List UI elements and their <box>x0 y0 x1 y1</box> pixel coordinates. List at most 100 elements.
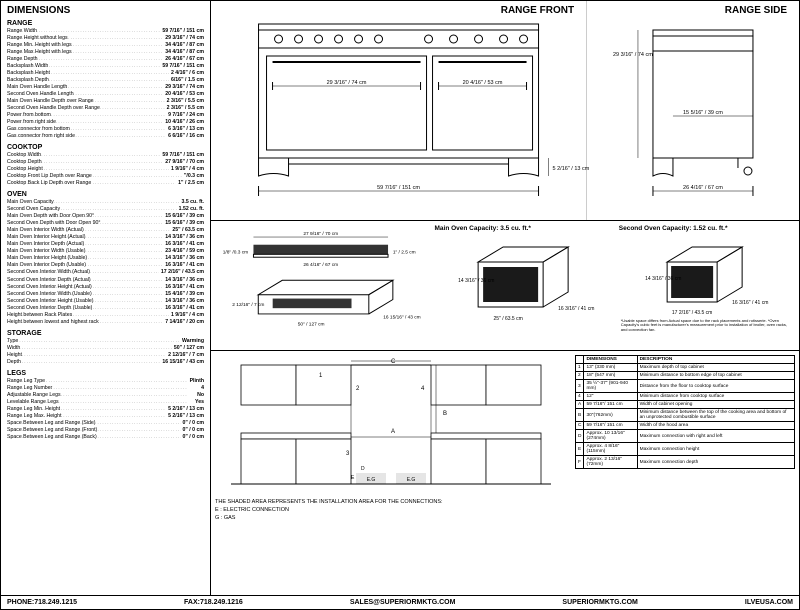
spec-row: Range Height without legs29 3/16" / 74 c… <box>7 35 204 42</box>
spec-row: Cooktop Height1 9/16" / 4 cm <box>7 166 204 173</box>
footer-email: SALES@SUPERIORMKTG.COM <box>350 599 456 606</box>
spec-row: Main Oven Interior Width (Usable)23 4/16… <box>7 248 204 255</box>
svg-text:16 3/16" / 41 cm: 16 3/16" / 41 cm <box>732 300 768 306</box>
svg-text:15 5/16" / 39 cm: 15 5/16" / 39 cm <box>683 110 723 116</box>
spec-row: Range Width59 7/16" / 151 cm <box>7 28 204 35</box>
spec-row: Cooktop Front Lip Depth over Range"/0.3 … <box>7 173 204 180</box>
installation-diagram: E.G E.G C 1 2 4 A 3 B D E <box>211 351 571 595</box>
svg-text:20 4/16" / 53 cm: 20 4/16" / 53 cm <box>463 80 503 86</box>
spec-row: Second Oven Interior Width (Actual)17 2/… <box>7 269 204 276</box>
svg-text:26 4/16" / 67 cm: 26 4/16" / 67 cm <box>683 185 723 191</box>
spec-row: Main Oven Handle Length29 3/16" / 74 cm <box>7 84 204 91</box>
range-side-diagram: RANGE SIDE 29 3/16" / 74 cm 15 5/16" / 3… <box>587 1 799 220</box>
spec-row: Backsplash Height2 4/16" / 6 cm <box>7 70 204 77</box>
section-title-cooktop: COOKTOP <box>7 144 204 151</box>
svg-text:E: E <box>351 475 355 481</box>
spec-row: Range Depth26 4/16" / 67 cm <box>7 56 204 63</box>
spec-row: Second Oven Interior Width (Usable)15 4/… <box>7 291 204 298</box>
spec-row: Main Oven Interior Depth (Actual)16 3/16… <box>7 241 204 248</box>
spec-row: Range Max Height with legs34 4/16" / 87 … <box>7 49 204 56</box>
main-oven-capacity: Main Oven Capacity: 3.5 cu. ft.* 14 3/16… <box>431 221 615 350</box>
page-footer: PHONE:718.249.1215 FAX:718.249.1216 SALE… <box>1 595 799 609</box>
spec-row: TypeWarming <box>7 338 204 345</box>
svg-text:14 3/16" / 36 cm: 14 3/16" / 36 cm <box>458 278 494 284</box>
spec-row: Range Min. Height with legs34 4/16" / 87… <box>7 42 204 49</box>
second-oven-capacity: Second Oven Capacity: 1.52 cu. ft.* 14 3… <box>615 221 799 350</box>
footer-brand: ILVEUSA.COM <box>745 599 793 606</box>
table-row: B30"(762mm)Minimum distance between the … <box>576 409 795 422</box>
range-side-title: RANGE SIDE <box>591 5 795 16</box>
spec-row: Second Oven Handle Length20 4/16" / 53 c… <box>7 91 204 98</box>
svg-text:27 9/16" / 70 cm: 27 9/16" / 70 cm <box>303 231 338 237</box>
table-row: A59 7/16"/ 151 cmWidth of cabinet openin… <box>576 401 795 409</box>
svg-text:E.G: E.G <box>367 477 376 483</box>
footer-web: SUPERIORMKTG.COM <box>562 599 637 606</box>
table-row: 412"Minimum distance from cooktop surfac… <box>576 393 795 401</box>
svg-text:2 12/16" / 7 cm: 2 12/16" / 7 cm <box>232 302 264 308</box>
table-row: C59 7/16"/ 151 cmWidth of the hood area <box>576 422 795 430</box>
svg-text:1" / 2.5 cm: 1" / 2.5 cm <box>393 249 416 255</box>
spec-row: Cooktop Back Lip Depth over Range1" / 2.… <box>7 180 204 187</box>
spec-row: Second Oven Interior Depth (Usable)16 3/… <box>7 305 204 312</box>
section-title-storage: STORAGE <box>7 330 204 337</box>
svg-text:25" / 63.5 cm: 25" / 63.5 cm <box>493 316 522 322</box>
spec-row: Space Between Leg and Range (Back)0" / 0… <box>7 434 204 441</box>
svg-text:A: A <box>391 429 395 435</box>
spec-row: Power from bottom9 7/16" / 24 cm <box>7 112 204 119</box>
range-front-diagram: RANGE FRONT <box>211 1 587 220</box>
spec-sidebar: DIMENSIONS RANGERange Width59 7/16" / 15… <box>1 1 211 595</box>
spec-row: Second Oven Interior Height (Usable)14 3… <box>7 298 204 305</box>
table-row: EApprox. 4 8/16" (115mm)Maximum connecti… <box>576 443 795 456</box>
svg-text:C: C <box>391 359 396 365</box>
range-front-title: RANGE FRONT <box>215 5 582 16</box>
table-row: 113" (330 mm)Maximum depth of top cabine… <box>576 364 795 372</box>
svg-text:16 3/16" / 41 cm: 16 3/16" / 41 cm <box>558 306 594 312</box>
install-g-label: G : GAS <box>215 515 567 521</box>
svg-text:14 3/16" / 36 cm: 14 3/16" / 36 cm <box>645 276 681 282</box>
table-row: FApprox. 2 13/16" (72mm)Maximum connecti… <box>576 456 795 469</box>
spec-row: Height between lowest and highest rack7 … <box>7 319 204 326</box>
spec-row: Range Leg Max. Height5 2/16" / 13 cm <box>7 413 204 420</box>
spec-row: Main Oven Interior Height (Actual)14 3/1… <box>7 234 204 241</box>
svg-text:16 15/16" / 43 cm: 16 15/16" / 43 cm <box>383 315 420 321</box>
spec-row: Main Oven Interior Height (Usable)14 3/1… <box>7 255 204 262</box>
spec-row: Space Between Leg and Range (Front)0" / … <box>7 427 204 434</box>
spec-row: Second Oven Interior Depth (Actual)14 3/… <box>7 277 204 284</box>
spec-row: Main Oven Capacity3.5 cu. ft. <box>7 199 204 206</box>
spec-row: Main Oven Interior Depth (Usable)16 3/16… <box>7 262 204 269</box>
spec-row: Adjustable Range LegsNo <box>7 392 204 399</box>
spec-row: Cooktop Width59 7/16" / 151 cm <box>7 152 204 159</box>
svg-text:1/8" /0.3 cm: 1/8" /0.3 cm <box>223 249 248 255</box>
spec-row: Power from right side10 4/16" / 26 cm <box>7 119 204 126</box>
spec-row: Range Leg Min. Height5 2/16" / 13 cm <box>7 406 204 413</box>
spec-row: Second Oven Capacity1.52 cu. ft. <box>7 206 204 213</box>
svg-text:26 4/16" / 67 cm: 26 4/16" / 67 cm <box>303 262 338 268</box>
section-title-legs: LEGS <box>7 370 204 377</box>
install-shaded-note: THE SHADED AREA REPRESENTS THE INSTALLAT… <box>215 499 567 505</box>
spec-row: Range Leg Number4 <box>7 385 204 392</box>
svg-text:59 7/16" / 151 cm: 59 7/16" / 151 cm <box>377 185 420 191</box>
spec-row: Range Leg TypePlinth <box>7 378 204 385</box>
table-row: 218" (547 mm)Minimum distance to bottom … <box>576 372 795 380</box>
dimensions-table: DIMENSIONSDESCRIPTION113" (330 mm)Maximu… <box>571 351 799 595</box>
warming-drawer-diagram: 27 9/16" / 70 cm 26 4/16" / 67 cm 1" / 2… <box>211 221 431 350</box>
spec-row: Second Oven Interior Height (Actual)16 3… <box>7 284 204 291</box>
section-title-range: RANGE <box>7 20 204 27</box>
spec-row: Levelable Range LegsYes <box>7 399 204 406</box>
svg-text:5 2/16" / 13 cm: 5 2/16" / 13 cm <box>553 166 590 172</box>
spec-row: Gas connector from right side6 6/16" / 1… <box>7 133 204 140</box>
install-e-label: E : ELECTRIC CONNECTION <box>215 507 567 513</box>
spec-row: Cooktop Depth27 9/16" / 70 cm <box>7 159 204 166</box>
spec-row: Height between Rack Plates1 9/16" / 4 cm <box>7 312 204 319</box>
spec-row: Gas connector from bottom6 3/16" / 13 cm <box>7 126 204 133</box>
svg-text:17 2/16" / 43.5 cm: 17 2/16" / 43.5 cm <box>672 310 712 316</box>
svg-text:2: 2 <box>356 386 360 392</box>
svg-text:29 3/16" / 74 cm: 29 3/16" / 74 cm <box>327 80 367 86</box>
spec-row: Second Oven Depth with Door Open 90°15 6… <box>7 220 204 227</box>
svg-text:B: B <box>443 411 447 417</box>
spec-row: Main Oven Depth with Door Open 90°15 6/1… <box>7 213 204 220</box>
spec-row: Backsplash Width59 7/16" / 151 cm <box>7 63 204 70</box>
section-title-oven: OVEN <box>7 191 204 198</box>
footer-phone: PHONE:718.249.1215 <box>7 599 77 606</box>
spec-row: Second Oven Handle Depth over Range2 3/1… <box>7 105 204 112</box>
